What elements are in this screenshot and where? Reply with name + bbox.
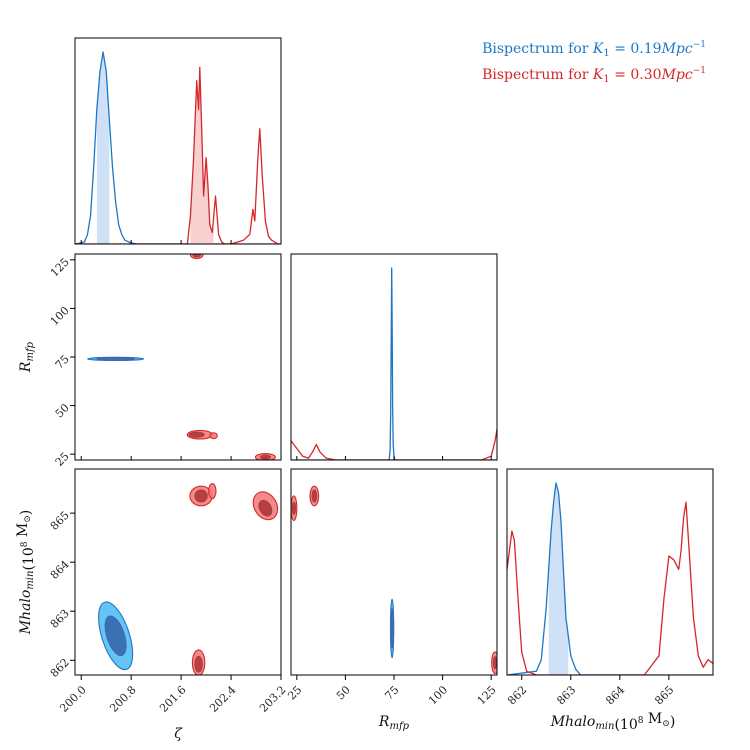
contour-panel-mhalo_vs_rmfp <box>291 485 497 675</box>
contour-inner-1-1 <box>192 254 201 258</box>
contour-inner-1-4 <box>258 499 273 517</box>
marginal-mhalo <box>507 482 713 675</box>
xtick-label-rmfp-1: 50 <box>334 683 353 702</box>
xtick-label-zeta-3: 202.4 <box>207 683 238 714</box>
ytick-label-rmfp-0: 25 <box>53 450 72 469</box>
ylabel-rmfp: Rmfp <box>18 341 36 373</box>
contour-inner-1-6 <box>194 655 203 673</box>
ytick-label-rmfp-3: 100 <box>48 304 72 328</box>
legend-entry-0: Bispectrum for K1 = 0.19Mpc−1 <box>482 40 706 59</box>
contour-inner-1-3 <box>311 489 318 503</box>
xlabel-zeta: ζ <box>174 726 183 742</box>
marginal-line-rmfp-0 <box>291 267 497 460</box>
panel-frame-1-1 <box>290 253 498 461</box>
ytick-label-mhalo-2: 864 <box>48 558 72 582</box>
marginal-line-mhalo-1 <box>507 501 713 675</box>
xlabel-rmfp: Rmfp <box>378 714 410 732</box>
marginal-shade-mhalo-0 <box>548 483 569 675</box>
panel-frame-2-2 <box>506 468 714 676</box>
xlabel-mhalo: Mhalomin(108 M⊙) <box>550 711 676 733</box>
xtick-label-mhalo-0: 862 <box>505 683 529 707</box>
marginal-line-zeta-1 <box>75 66 281 244</box>
ytick-label-mhalo-3: 865 <box>48 509 72 533</box>
marginal-line-mhalo-0 <box>507 482 713 675</box>
xtick-label-rmfp-4: 125 <box>475 683 499 707</box>
marginal-rmfp <box>291 267 497 460</box>
contour-outer-1-4 <box>209 432 218 440</box>
contour-inner-1-1 <box>194 489 208 503</box>
xtick-label-mhalo-2: 864 <box>603 683 627 707</box>
contour-inner-0-1 <box>104 615 127 657</box>
contour-inner-1-3 <box>188 431 205 438</box>
xtick-label-mhalo-1: 863 <box>554 683 578 707</box>
ytick-label-rmfp-1: 50 <box>53 401 72 420</box>
ytick-label-rmfp-2: 75 <box>53 353 72 372</box>
legend: Bispectrum for K1 = 0.19Mpc−1 Bispectrum … <box>482 40 706 85</box>
legend-entry-1: Bispectrum for K1 = 0.30Mpc−1 <box>482 66 706 85</box>
contour-inner-1-5 <box>492 656 497 670</box>
contour-inner-0-1 <box>390 608 395 649</box>
marginal-line-rmfp-1 <box>291 429 497 460</box>
contour-panel-rmfp_vs_zeta <box>86 254 276 460</box>
xtick-label-zeta-1: 200.8 <box>107 683 138 714</box>
xtick-label-zeta-4: 203.2 <box>257 683 288 714</box>
ytick-label-mhalo-1: 863 <box>48 607 72 631</box>
contour-inner-1-6 <box>259 454 271 460</box>
ytick-label-mhalo-0: 862 <box>48 656 72 680</box>
ytick-label-rmfp-4: 125 <box>48 255 72 279</box>
panel-frame-0-0 <box>74 37 282 245</box>
marginal-zeta <box>75 51 281 244</box>
xtick-label-mhalo-3: 865 <box>652 683 676 707</box>
contour-outer-1-2 <box>208 483 217 500</box>
axis-labels-layer: 200.0 200.8 201.6 202.4 203.225 50 75 100 125 862… <box>15 240 676 742</box>
xtick-label-rmfp-3: 100 <box>426 683 450 707</box>
xtick-label-zeta-0: 200.0 <box>57 683 88 714</box>
xtick-label-rmfp-2: 75 <box>382 683 401 702</box>
contour-panel-mhalo_vs_zeta <box>98 483 279 675</box>
marginal-shade-zeta-0 <box>96 52 110 244</box>
contour-inner-1-1 <box>291 501 297 515</box>
panel-frame-2-0 <box>74 468 282 676</box>
xtick-label-zeta-2: 201.6 <box>157 683 188 714</box>
ylabel-mhalo: Mhalomin(108 M⊙) <box>15 510 37 636</box>
contour-inner-0-1 <box>96 356 135 361</box>
panels-layer <box>74 37 714 676</box>
xtick-label-rmfp-0: 25 <box>285 683 304 702</box>
